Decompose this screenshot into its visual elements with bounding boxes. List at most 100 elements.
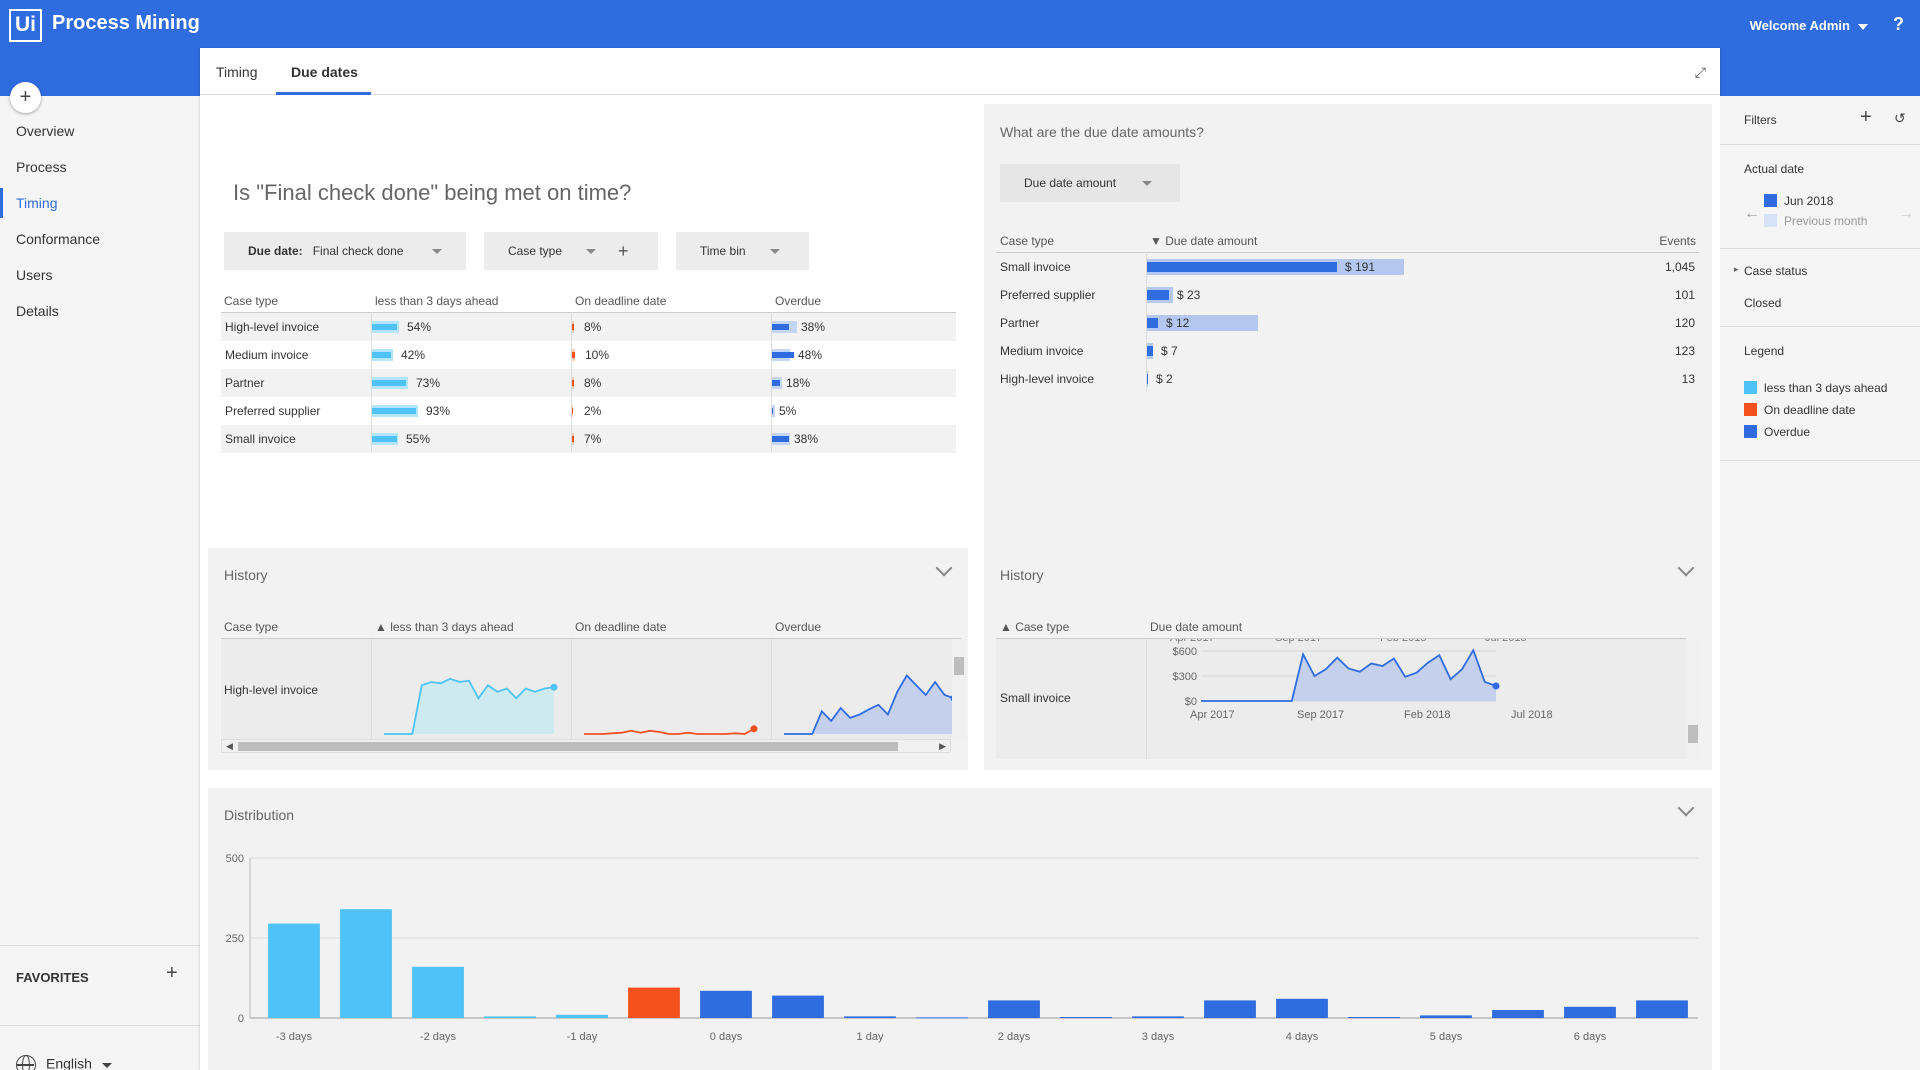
- col-divider: [1146, 252, 1147, 392]
- app-title[interactable]: Process Mining: [52, 12, 200, 34]
- caret-down-icon: [1142, 181, 1152, 186]
- sidebar: Overview Process Timing Conformance User…: [0, 96, 200, 1070]
- horizontal-scrollbar[interactable]: ◀ ▶: [221, 739, 951, 753]
- due-date-value: Final check done: [312, 244, 404, 258]
- col-header-events[interactable]: Events: [1659, 234, 1696, 248]
- chevron-down-icon[interactable]: [935, 559, 953, 577]
- row-label: Partner: [1000, 316, 1040, 330]
- add-favorite-icon[interactable]: +: [166, 962, 178, 984]
- col-header-amount[interactable]: ▼ Due date amount: [1150, 234, 1258, 248]
- scroll-thumb[interactable]: [1688, 725, 1698, 743]
- legend-title: Legend: [1744, 344, 1785, 358]
- col-header-on-deadline[interactable]: On deadline date: [575, 294, 667, 308]
- x-tick-label: Apr 2017: [1190, 709, 1235, 721]
- due-date-amount-label: Due date amount: [1024, 176, 1117, 190]
- nav-overview[interactable]: Overview: [16, 123, 75, 139]
- case-status-label[interactable]: Case status: [1744, 264, 1808, 278]
- distribution-bar: [1420, 1015, 1472, 1018]
- reset-filters-icon[interactable]: ↺: [1894, 110, 1906, 126]
- nav-details[interactable]: Details: [16, 303, 59, 319]
- col-header-case-type[interactable]: ▲ Case type: [1000, 620, 1070, 634]
- sparkline: [384, 677, 555, 735]
- ahead-pct: 73%: [416, 376, 441, 390]
- overdue-pct: 38%: [801, 320, 826, 334]
- add-filter-icon[interactable]: +: [1860, 106, 1872, 128]
- col-header-overdue[interactable]: Overdue: [775, 294, 822, 308]
- table-row[interactable]: Small invoice $ 191 1,045: [996, 253, 1699, 281]
- expand-icon[interactable]: ⤢: [1694, 64, 1706, 80]
- table-row[interactable]: High-level invoice 54% 8% 38%: [221, 313, 956, 341]
- distribution-bar: [772, 995, 824, 1018]
- table-row[interactable]: Medium invoice 42% 10% 48%: [221, 341, 956, 369]
- language-selector[interactable]: English: [16, 1055, 112, 1070]
- scroll-left-icon[interactable]: ◀: [226, 741, 233, 751]
- previous-period[interactable]: Previous month: [1784, 214, 1868, 228]
- y-tick-label: 500: [226, 853, 244, 865]
- table-row[interactable]: Preferred supplier $ 23 101: [996, 281, 1699, 309]
- scroll-thumb[interactable]: [238, 742, 898, 751]
- amount-bar: [1146, 346, 1153, 356]
- col-header-amount[interactable]: Due date amount: [1150, 620, 1243, 634]
- help-icon[interactable]: ?: [1893, 14, 1904, 34]
- overdue-pct: 5%: [779, 404, 797, 418]
- distribution-bar: [556, 1014, 608, 1018]
- user-menu[interactable]: Welcome Admin: [1750, 18, 1868, 33]
- arrow-right-icon[interactable]: →: [1898, 205, 1914, 222]
- col-header-overdue[interactable]: Overdue: [775, 620, 822, 634]
- sparkline-area: [384, 678, 554, 734]
- vertical-scrollbar[interactable]: [1686, 639, 1700, 759]
- col-header-ahead[interactable]: less than 3 days ahead: [375, 294, 499, 308]
- row-label: Small invoice: [1000, 691, 1071, 705]
- legend-swatch-overdue: [1744, 425, 1757, 438]
- col-divider: [771, 639, 772, 739]
- filters-title: Filters: [1744, 113, 1777, 127]
- col-header-ahead[interactable]: ▲ less than 3 days ahead: [375, 620, 514, 634]
- tab-timing[interactable]: Timing: [216, 64, 258, 80]
- col-header-case-type[interactable]: Case type: [224, 620, 279, 634]
- table-row[interactable]: Medium invoice $ 7 123: [996, 337, 1699, 365]
- events-value: 123: [1674, 344, 1695, 358]
- scroll-right-icon[interactable]: ▶: [939, 741, 946, 751]
- on-deadline-bar: [571, 436, 574, 442]
- col-divider: [571, 639, 572, 739]
- row-label: Small invoice: [225, 432, 296, 446]
- col-header-case-type[interactable]: Case type: [224, 294, 279, 308]
- nav-process[interactable]: Process: [16, 159, 67, 175]
- add-icon[interactable]: +: [618, 241, 629, 261]
- table-row[interactable]: Partner 73% 8% 18%: [221, 369, 956, 397]
- vertical-scrollbar[interactable]: [952, 639, 966, 739]
- nav-timing[interactable]: Timing: [0, 188, 200, 218]
- nav-conformance[interactable]: Conformance: [16, 231, 101, 247]
- case-type-dropdown[interactable]: Case type +: [484, 232, 658, 270]
- due-date-amount-dropdown[interactable]: Due date amount: [1000, 164, 1180, 202]
- current-period[interactable]: Jun 2018: [1784, 194, 1834, 208]
- add-button[interactable]: +: [10, 82, 41, 113]
- row-label: High-level invoice: [225, 320, 320, 334]
- legend-label-on-deadline: On deadline date: [1764, 403, 1856, 417]
- legend-label-ahead: less than 3 days ahead: [1764, 381, 1888, 395]
- col-header-on-deadline[interactable]: On deadline date: [575, 620, 667, 634]
- language-label: English: [46, 1055, 92, 1070]
- table-row[interactable]: Partner $ 12 120: [996, 309, 1699, 337]
- nav-users[interactable]: Users: [16, 267, 53, 283]
- chevron-down-icon[interactable]: [1677, 559, 1695, 577]
- table-row[interactable]: Preferred supplier 93% 2% 5%: [221, 397, 956, 425]
- distribution-bar: [268, 923, 320, 1018]
- table-row[interactable]: High-level invoice $ 2 13: [996, 365, 1699, 393]
- overdue-bar-previous: [771, 405, 775, 417]
- ui-logo-icon[interactable]: Ui: [9, 9, 42, 42]
- row-label: High-level invoice: [224, 683, 319, 697]
- divider: [0, 945, 200, 946]
- table-row[interactable]: Small invoice 55% 7% 38%: [221, 425, 956, 453]
- col-header-case-type[interactable]: Case type: [1000, 234, 1055, 248]
- time-bin-dropdown[interactable]: Time bin: [676, 232, 809, 270]
- tab-due-dates[interactable]: Due dates: [291, 64, 358, 80]
- due-date-dropdown[interactable]: Due date: Final check done: [224, 232, 466, 270]
- x-tick-label: 4 days: [1286, 1031, 1319, 1043]
- scroll-thumb[interactable]: [954, 657, 964, 675]
- caret-right-icon[interactable]: ▸: [1734, 264, 1739, 274]
- arrow-left-icon[interactable]: ←: [1744, 205, 1760, 222]
- ahead-bar: [371, 324, 397, 330]
- distribution-bar: [988, 1000, 1040, 1018]
- case-type-label: Case type: [508, 244, 563, 258]
